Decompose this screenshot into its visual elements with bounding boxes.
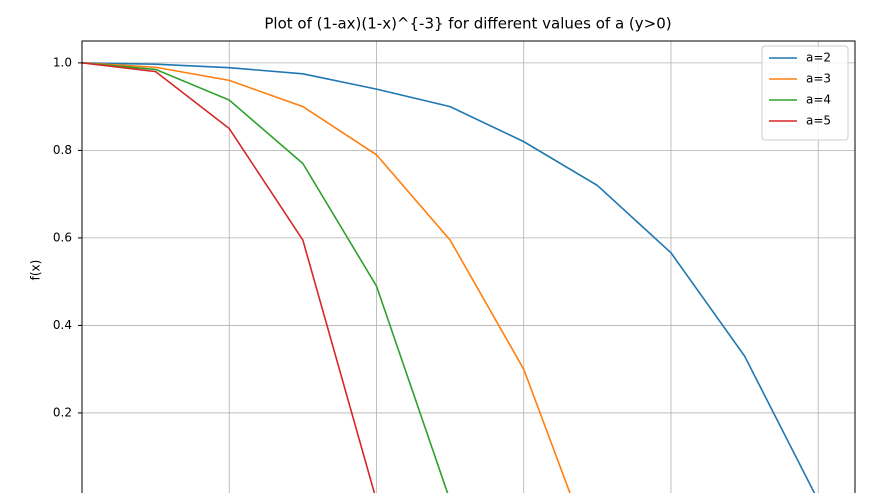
legend-label: a=5 [806,114,831,128]
series-line [82,62,571,493]
legend-label: a=4 [806,93,831,107]
y-tick-label: 0.8 [53,143,72,157]
y-tick-label: 0.2 [53,405,72,419]
legend-label: a=3 [806,72,831,86]
series-line [82,62,376,493]
series-line [82,62,816,493]
axes-frame [81,40,856,493]
y-tick-label: 1.0 [53,55,72,69]
legend-label: a=2 [806,51,831,65]
y-axis-label: f(x) [29,260,43,281]
series-line [82,62,449,493]
y-tick-label: 0.6 [53,230,72,244]
y-tick-label: 0.4 [53,318,72,332]
chart-title: Plot of (1-ax)(1-x)^{-3} for different v… [264,15,671,33]
legend-box [761,45,849,141]
